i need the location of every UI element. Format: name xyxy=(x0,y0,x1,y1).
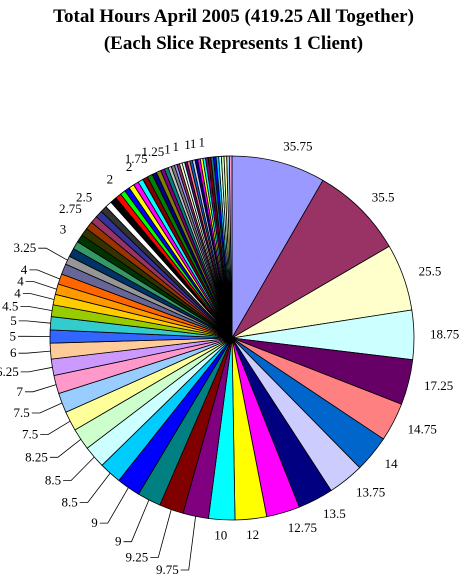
leader-line xyxy=(150,509,172,558)
pie-slice xyxy=(230,179,390,340)
leader-line xyxy=(20,305,53,311)
slice-label: 1.75 xyxy=(125,151,148,166)
slice-label: 6 xyxy=(10,345,17,360)
slice-label: 14 xyxy=(385,456,399,471)
slice-label: 17.25 xyxy=(424,378,453,393)
slice-label: 4 xyxy=(17,274,24,289)
leader-line xyxy=(180,516,196,571)
slice-label: 13.75 xyxy=(356,484,385,499)
slice-label: 9.25 xyxy=(126,549,149,564)
slice-label: 9.75 xyxy=(156,562,179,577)
slice-label: 18.75 xyxy=(430,327,459,342)
slice-label: 12.75 xyxy=(288,520,317,535)
slice-label: 2.5 xyxy=(76,190,92,205)
slice-label: 35.75 xyxy=(283,139,312,154)
slice-label: 35.5 xyxy=(372,190,395,205)
slice-label: 25.5 xyxy=(419,264,442,279)
slice-label: 7.5 xyxy=(22,427,38,442)
leader-line xyxy=(22,293,55,300)
slice-label: 2 xyxy=(107,172,114,187)
slice-label: 5 xyxy=(10,328,17,343)
leader-line xyxy=(25,281,57,290)
pie-slice xyxy=(231,155,324,340)
slice-label: 5 xyxy=(10,313,17,328)
slice-label: 1 xyxy=(184,137,191,152)
leader-line xyxy=(25,384,57,393)
slice-label: 8.5 xyxy=(61,495,77,510)
chart-subtitle: (Each Slice Represents 1 Client) xyxy=(103,33,364,54)
leader-line xyxy=(63,456,95,481)
slice-label: 4 xyxy=(14,286,21,301)
leader-line xyxy=(40,420,71,435)
slice-label: 3 xyxy=(60,222,67,237)
slice-label: 7.5 xyxy=(14,405,30,420)
leader-line xyxy=(38,247,68,261)
slice-label: 13.5 xyxy=(323,506,346,521)
slice-label: 1 xyxy=(198,134,205,149)
slice-label: 8.5 xyxy=(45,473,61,488)
leader-line xyxy=(31,402,63,414)
leader-line xyxy=(79,472,111,503)
leader-line xyxy=(29,269,60,280)
slice-label: 9 xyxy=(115,534,122,549)
slice-label: 1.25 xyxy=(141,144,164,159)
slice-label: 4 xyxy=(21,262,28,277)
slice-label: 12 xyxy=(246,527,259,542)
slice-label: 1 xyxy=(173,139,180,154)
slice-label: 6.25 xyxy=(0,364,19,379)
slice-label: 10 xyxy=(214,528,227,543)
slice-label: 2 xyxy=(126,159,133,174)
chart-title: Total Hours April 2005 (419.25 All Toget… xyxy=(53,6,414,27)
slice-label: 8.25 xyxy=(25,449,48,464)
slice-label: 4.5 xyxy=(2,298,18,313)
slice-label: 1 xyxy=(164,142,171,157)
slice-label: 3.25 xyxy=(13,240,36,255)
slice-label: 9 xyxy=(91,515,98,530)
leader-line xyxy=(123,499,150,543)
slice-label: 14.75 xyxy=(408,422,437,437)
slice-label: 7 xyxy=(17,384,24,399)
leader-line xyxy=(99,487,129,524)
leader-line xyxy=(18,350,51,354)
slice-label: 1 xyxy=(190,136,197,151)
leader-line xyxy=(49,438,82,458)
pie-slice xyxy=(228,155,233,339)
slice-label: 2.75 xyxy=(59,201,82,216)
leader-line xyxy=(18,320,51,324)
leader-line xyxy=(20,366,53,373)
